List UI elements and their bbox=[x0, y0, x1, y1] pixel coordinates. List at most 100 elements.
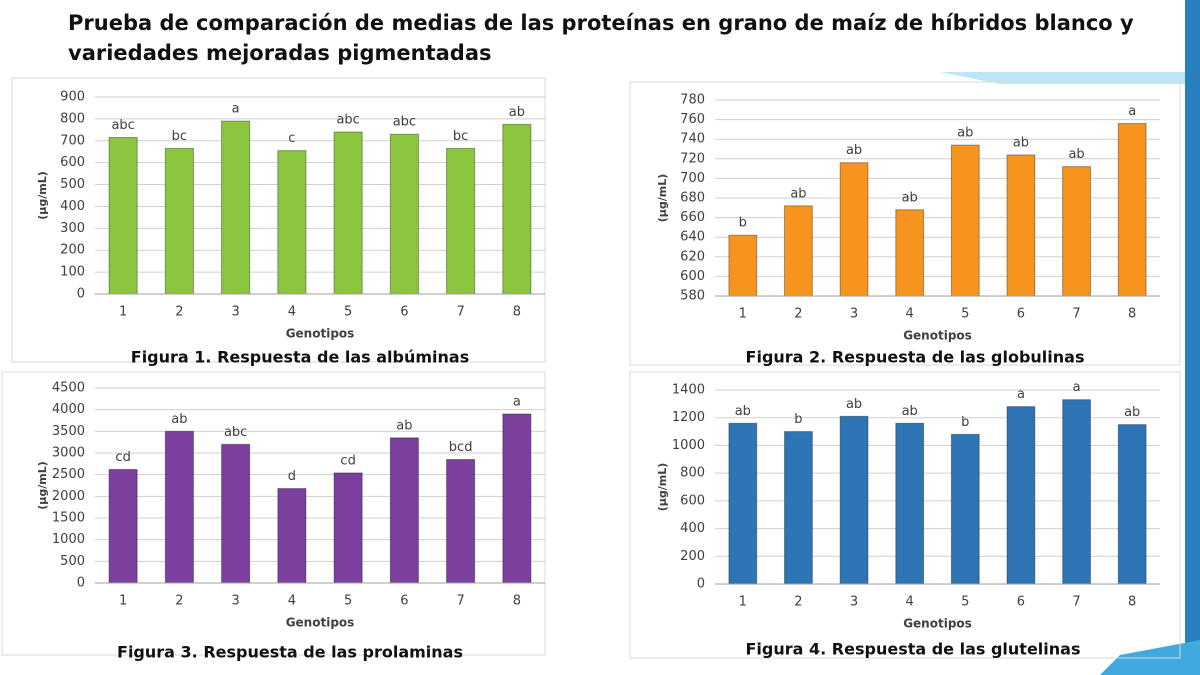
y-tick-label: 620 bbox=[680, 249, 705, 264]
y-axis-label: (µg/mL) bbox=[656, 174, 669, 223]
x-axis-label: Genotipos bbox=[903, 617, 972, 631]
bar bbox=[1006, 154, 1036, 297]
y-tick-label: 600 bbox=[680, 269, 705, 284]
y-tick-label: 700 bbox=[680, 171, 705, 186]
y-tick-label: 760 bbox=[680, 112, 705, 127]
decoration bbox=[940, 72, 1200, 84]
y-tick-label: 740 bbox=[680, 132, 705, 147]
x-tick-label: 3 bbox=[850, 307, 858, 322]
y-tick-label: 680 bbox=[680, 191, 705, 206]
y-axis-label: (µg/mL) bbox=[36, 461, 49, 510]
bar bbox=[221, 120, 251, 295]
bar bbox=[502, 123, 532, 295]
significance-letter: ab bbox=[509, 105, 525, 120]
y-tick-label: 2500 bbox=[52, 467, 85, 482]
bar bbox=[1006, 406, 1036, 585]
x-tick-label: 6 bbox=[1017, 595, 1025, 610]
bar bbox=[1117, 424, 1147, 585]
y-tick-label: 1400 bbox=[672, 383, 705, 398]
bar bbox=[784, 431, 813, 585]
y-tick-label: 580 bbox=[680, 289, 705, 304]
significance-letter: a bbox=[513, 395, 521, 410]
significance-letter: abc bbox=[336, 113, 359, 128]
significance-letter: b bbox=[794, 412, 802, 427]
significance-letter: cd bbox=[115, 450, 130, 465]
x-tick-label: 2 bbox=[794, 595, 802, 610]
bar bbox=[164, 430, 194, 584]
y-tick-label: 0 bbox=[77, 287, 85, 302]
y-tick-label: 200 bbox=[60, 243, 85, 258]
bar bbox=[221, 443, 251, 584]
significance-letter: abc bbox=[224, 425, 247, 440]
x-tick-label: 6 bbox=[1017, 307, 1025, 322]
chart-frame bbox=[1, 371, 546, 656]
x-axis-label: Genotipos bbox=[903, 329, 972, 343]
bar bbox=[728, 234, 758, 297]
bar bbox=[108, 468, 138, 584]
bar bbox=[1117, 123, 1147, 297]
chart-caption: Figura 2. Respuesta de las globulinas bbox=[746, 348, 1085, 367]
bar bbox=[108, 136, 138, 295]
y-tick-label: 1500 bbox=[52, 511, 85, 526]
y-tick-label: 640 bbox=[680, 230, 705, 245]
significance-letter: abc bbox=[111, 118, 134, 133]
y-tick-label: 200 bbox=[680, 549, 705, 564]
significance-letter: ab bbox=[735, 404, 751, 419]
y-tick-label: 300 bbox=[60, 221, 85, 236]
chart-caption: Figura 1. Respuesta de las albúminas bbox=[131, 348, 469, 367]
y-tick-label: 0 bbox=[77, 576, 85, 591]
x-tick-label: 7 bbox=[1072, 307, 1080, 322]
x-tick-label: 1 bbox=[739, 307, 747, 322]
significance-letter: ab bbox=[957, 126, 973, 141]
x-tick-label: 6 bbox=[400, 305, 408, 320]
y-tick-label: 400 bbox=[60, 199, 85, 214]
x-tick-label: 5 bbox=[961, 307, 969, 322]
y-tick-label: 4000 bbox=[52, 402, 85, 417]
y-tick-label: 500 bbox=[60, 554, 85, 569]
x-tick-label: 7 bbox=[456, 305, 464, 320]
x-tick-label: 8 bbox=[513, 594, 521, 609]
x-tick-label: 6 bbox=[400, 594, 408, 609]
y-tick-label: 800 bbox=[60, 111, 85, 126]
x-tick-label: 4 bbox=[906, 307, 914, 322]
x-axis-label: Genotipos bbox=[286, 327, 355, 341]
x-tick-label: 8 bbox=[1128, 307, 1136, 322]
chart-frame bbox=[11, 77, 546, 363]
significance-letter: cd bbox=[340, 453, 355, 468]
x-tick-label: 2 bbox=[175, 594, 183, 609]
y-tick-label: 3000 bbox=[52, 446, 85, 461]
x-tick-label: 3 bbox=[231, 305, 239, 320]
y-tick-label: 600 bbox=[680, 493, 705, 508]
y-tick-label: 1000 bbox=[672, 438, 705, 453]
x-tick-label: 3 bbox=[231, 594, 239, 609]
bar bbox=[446, 147, 476, 295]
significance-letter: a bbox=[1128, 104, 1136, 119]
significance-letter: ab bbox=[1124, 405, 1140, 420]
significance-letter: ab bbox=[902, 190, 918, 205]
x-tick-label: 4 bbox=[906, 595, 914, 610]
y-tick-label: 400 bbox=[680, 521, 705, 536]
significance-letter: a bbox=[232, 102, 240, 117]
y-axis-label: (µg/mL) bbox=[656, 463, 669, 512]
significance-letter: ab bbox=[396, 418, 412, 433]
significance-letter: ab bbox=[902, 404, 918, 419]
significance-letter: bc bbox=[453, 129, 468, 144]
bar bbox=[784, 205, 813, 297]
slide-title: Prueba de comparación de medias de las p… bbox=[68, 11, 1134, 65]
bar bbox=[446, 459, 476, 584]
significance-letter: ab bbox=[1013, 135, 1029, 150]
significance-letter: abc bbox=[393, 115, 416, 130]
y-tick-label: 660 bbox=[680, 210, 705, 225]
x-tick-label: 5 bbox=[344, 305, 352, 320]
significance-letter: ab bbox=[790, 186, 806, 201]
y-axis-label: (µg/mL) bbox=[36, 171, 49, 220]
y-tick-label: 100 bbox=[60, 265, 85, 280]
x-tick-label: 3 bbox=[850, 595, 858, 610]
bar bbox=[277, 150, 307, 295]
bar bbox=[333, 472, 363, 584]
x-tick-label: 5 bbox=[961, 595, 969, 610]
y-tick-label: 600 bbox=[60, 155, 85, 170]
y-tick-label: 800 bbox=[680, 466, 705, 481]
decoration bbox=[1185, 0, 1200, 675]
